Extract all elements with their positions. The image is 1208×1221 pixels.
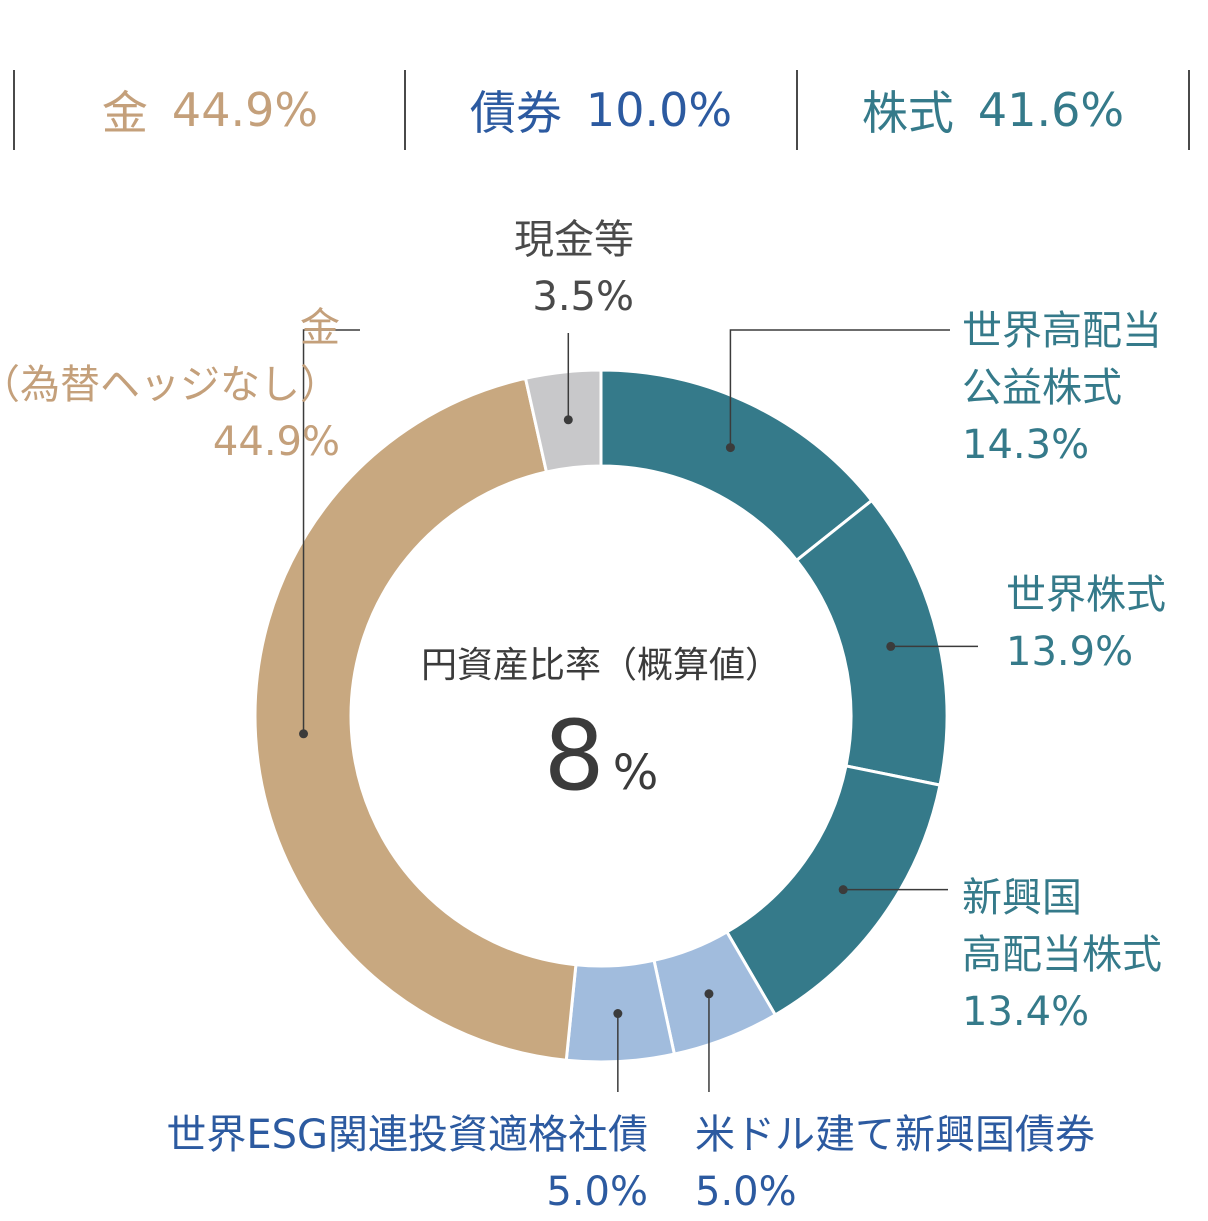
label-name: 世界ESG関連投資適格社債 [166, 1112, 648, 1158]
label-cash: 現金等 3.5% [514, 212, 634, 326]
leader-dot [563, 415, 573, 425]
leader-dot [886, 641, 896, 651]
data-label: 13.9% [1006, 629, 1134, 675]
label-usd-em-bonds: 米ドル建て新興国債券 5.0% [695, 1107, 1095, 1221]
divider [796, 70, 798, 150]
label-world-stocks: 世界株式 13.9% [1006, 567, 1166, 681]
center-value: 8% [350, 706, 852, 834]
label-name: 金 [300, 305, 340, 351]
data-label: 14.3% [962, 422, 1090, 468]
divider [1188, 70, 1190, 150]
summary-value: 44.9% [171, 83, 319, 137]
center-title: 円資産比率（概算値） [420, 645, 781, 686]
slice-5 [253, 376, 578, 1062]
label-name: 現金等 [514, 217, 634, 263]
summary-stocks: 株式 41.6% [798, 70, 1188, 150]
center-unit: % [612, 745, 659, 801]
center-number: 8 [543, 700, 605, 812]
label-name: 米ドル建て新興国債券 [695, 1112, 1095, 1158]
label-name: 高配当株式 [962, 932, 1162, 978]
divider [13, 70, 15, 150]
summary-value: 41.6% [977, 83, 1125, 137]
leader-dot [838, 885, 848, 895]
label-name: 新興国 [962, 875, 1082, 921]
summary-bonds: 債券 10.0% [406, 70, 796, 150]
label-em-high-dividend: 新興国 高配当株式 13.4% [962, 870, 1162, 1041]
data-label: 13.4% [962, 989, 1090, 1035]
leader-dot [704, 989, 714, 999]
summary-gold: 金 44.9% [15, 70, 405, 150]
leader-line [729, 329, 950, 448]
data-label: 3.5% [532, 274, 634, 320]
leader-dot [613, 1009, 623, 1019]
label-name: （為替ヘッジなし） [0, 362, 340, 408]
data-label: 44.9% [212, 419, 340, 465]
slice-6 [523, 368, 603, 474]
leader-dot [725, 443, 735, 453]
summary-bar: 金 44.9% 債券 10.0% 株式 41.6% [0, 70, 1208, 150]
data-label: 5.0% [546, 1169, 648, 1215]
leader-line [302, 329, 360, 734]
data-label: 5.0% [695, 1169, 797, 1215]
summary-label: 債券 [469, 86, 562, 140]
summary-label: 金 [101, 86, 148, 140]
label-world-high-dividend-utilities: 世界高配当 公益株式 14.3% [962, 303, 1162, 474]
summary-label: 株式 [861, 86, 954, 140]
label-name: 世界高配当 [962, 308, 1162, 354]
label-name: 公益株式 [962, 365, 1122, 411]
label-esg-ig-bonds: 世界ESG関連投資適格社債 5.0% [166, 1107, 648, 1221]
label-name: 世界株式 [1006, 572, 1166, 618]
summary-value: 10.0% [585, 83, 733, 137]
divider [404, 70, 406, 150]
label-gold-unhedged: 金 （為替ヘッジなし） 44.9% [0, 300, 340, 471]
leader-dot [299, 729, 309, 739]
